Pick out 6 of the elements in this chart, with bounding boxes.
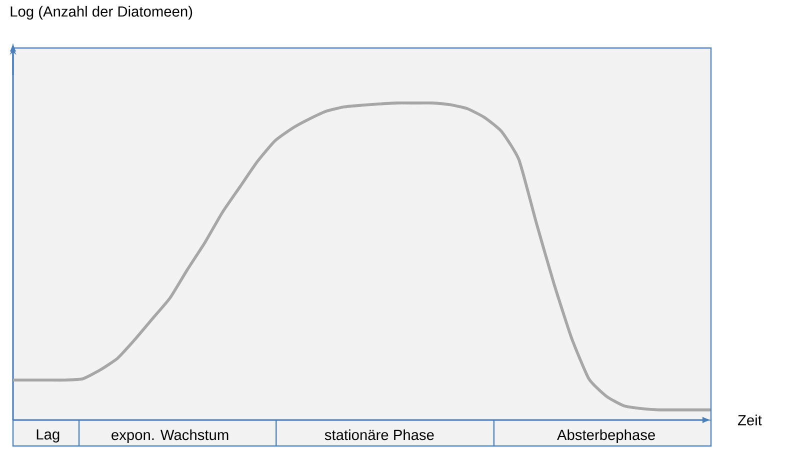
x-tick-label: Absterbephase bbox=[556, 429, 655, 443]
x-tick-label: Lag bbox=[36, 429, 60, 442]
x-tick-label: stationäre Phase bbox=[324, 429, 434, 440]
x-axis-title: Zeit bbox=[738, 414, 762, 426]
text: Log (Anzahl der Diatomeen) bbox=[10, 6, 192, 20]
x-tick-label: expon. Wachstum bbox=[112, 429, 228, 443]
